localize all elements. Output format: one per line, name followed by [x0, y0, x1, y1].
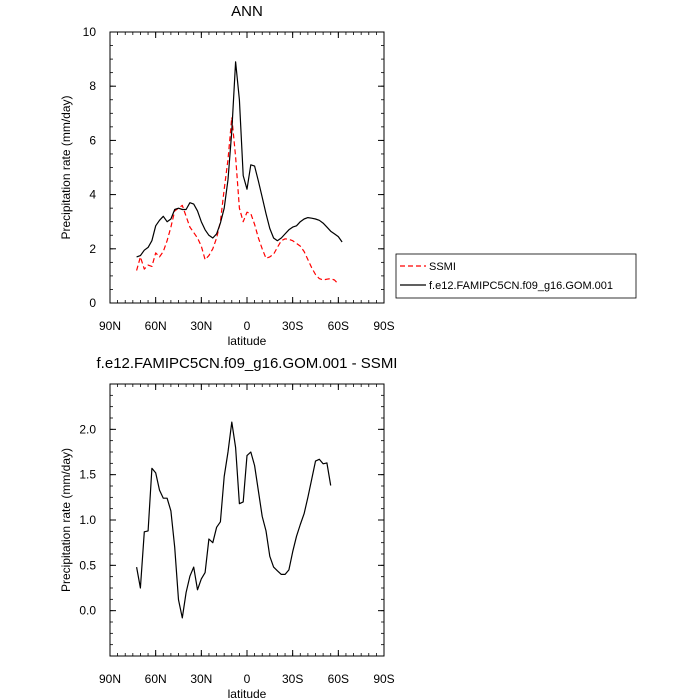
chart-title: f.e12.FAMIPC5CN.f09_g16.GOM.001 - SSMI — [97, 355, 398, 372]
x-tick-label: 90S — [373, 319, 394, 333]
x-tick-label: 0 — [244, 672, 251, 686]
y-tick-label: 1.5 — [79, 468, 96, 482]
x-tick-label: 90N — [99, 319, 121, 333]
plot-frame — [109, 31, 385, 304]
top-panel: ANN90S60S30S030N60N90N0246810latitudePre… — [59, 3, 395, 348]
y-tick-label: 2.0 — [79, 422, 96, 436]
series-line-ssmi — [136, 116, 339, 285]
y-tick-label: 0.0 — [79, 604, 96, 618]
x-tick-label: 30N — [190, 672, 212, 686]
x-tick-label: 90N — [99, 672, 121, 686]
series-line — [136, 421, 332, 619]
legend-label: SSMI — [429, 261, 456, 273]
y-tick-label: 2 — [89, 242, 96, 256]
x-tick-label: 30S — [282, 319, 303, 333]
x-axis-label: latitude — [228, 687, 267, 700]
y-tick-label: 4 — [89, 188, 96, 202]
y-tick-label: 1.0 — [79, 513, 96, 527]
x-tick-label: 30N — [190, 319, 212, 333]
x-tick-label: 60S — [328, 672, 349, 686]
x-tick-label: 60N — [145, 672, 167, 686]
y-tick-label: 0 — [89, 296, 96, 310]
x-tick-label: 60S — [328, 319, 349, 333]
legend-box — [395, 253, 637, 299]
x-axis-label: latitude — [228, 334, 267, 348]
y-axis-label: Precipitation rate (mm/day) — [59, 95, 73, 239]
legend: SSMI f.e12.FAMIPC5CN.f09_g16.GOM.001 — [395, 253, 637, 299]
legend-label: f.e12.FAMIPC5CN.f09_g16.GOM.001 — [429, 280, 613, 292]
x-tick-label: 90S — [373, 672, 394, 686]
y-axis-label: Precipitation rate (mm/day) — [59, 448, 73, 592]
bottom-panel: f.e12.FAMIPC5CN.f09_g16.GOM.001 - SSMI 90… — [59, 355, 397, 700]
y-tick-label: 6 — [89, 133, 96, 147]
y-tick-label: 0.5 — [79, 558, 96, 572]
x-tick-label: 30S — [282, 672, 303, 686]
y-tick-label: 8 — [89, 79, 96, 93]
x-tick-label: 0 — [244, 319, 251, 333]
chart-title: ANN — [231, 3, 263, 20]
y-tick-label: 10 — [83, 25, 97, 39]
series-line-f-e12-famipc5cn-f09-g16-gom-001 — [136, 61, 343, 258]
x-tick-label: 60N — [145, 319, 167, 333]
plot-frame — [109, 383, 385, 657]
